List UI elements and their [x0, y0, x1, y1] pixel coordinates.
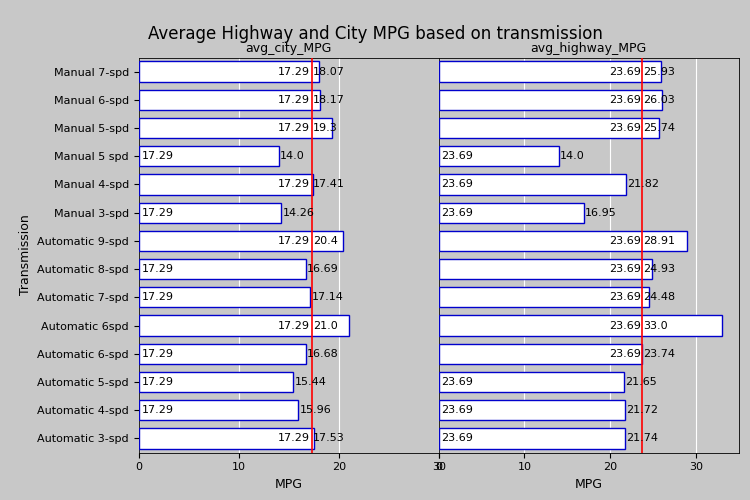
Text: 16.95: 16.95 — [585, 208, 617, 218]
Text: 33.0: 33.0 — [643, 320, 668, 330]
Bar — [439, 230, 686, 251]
Text: 23.69: 23.69 — [609, 349, 640, 359]
Text: 26.03: 26.03 — [643, 95, 675, 105]
Bar — [139, 202, 281, 223]
Text: Average Highway and City MPG based on transmission: Average Highway and City MPG based on tr… — [148, 25, 602, 43]
Text: 16.68: 16.68 — [307, 349, 339, 359]
Text: 15.96: 15.96 — [300, 405, 332, 415]
Bar — [139, 259, 306, 280]
Bar — [139, 428, 314, 448]
Text: 21.72: 21.72 — [626, 405, 658, 415]
Bar — [439, 259, 652, 280]
Text: 14.0: 14.0 — [560, 152, 585, 162]
Text: 17.29: 17.29 — [142, 264, 174, 274]
Bar — [439, 316, 722, 336]
Bar — [139, 62, 320, 82]
Bar — [139, 118, 332, 138]
Bar — [439, 372, 624, 392]
Text: 23.69: 23.69 — [441, 405, 473, 415]
Text: 17.29: 17.29 — [142, 152, 174, 162]
Text: 17.53: 17.53 — [314, 434, 345, 444]
Bar — [139, 344, 305, 364]
Text: 18.17: 18.17 — [314, 95, 345, 105]
Bar — [139, 90, 320, 110]
X-axis label: MPG: MPG — [274, 478, 303, 491]
Bar — [439, 428, 625, 448]
Bar — [439, 146, 559, 167]
Bar — [439, 174, 626, 195]
Text: 14.0: 14.0 — [280, 152, 305, 162]
Text: 21.82: 21.82 — [627, 180, 659, 190]
Text: 23.69: 23.69 — [609, 236, 640, 246]
Bar — [139, 230, 343, 251]
Text: 21.74: 21.74 — [626, 434, 658, 444]
Text: 23.69: 23.69 — [609, 320, 640, 330]
Y-axis label: Transmission: Transmission — [19, 214, 32, 296]
Text: 19.3: 19.3 — [314, 123, 338, 133]
Bar — [439, 62, 661, 82]
Text: 18.07: 18.07 — [314, 66, 345, 76]
Bar — [139, 400, 298, 420]
Text: 15.44: 15.44 — [295, 377, 326, 387]
Text: 23.69: 23.69 — [441, 152, 473, 162]
Title: avg_city_MPG: avg_city_MPG — [245, 42, 332, 55]
Text: 23.69: 23.69 — [441, 208, 473, 218]
Text: 17.14: 17.14 — [312, 292, 344, 302]
Text: 17.29: 17.29 — [278, 434, 310, 444]
Bar — [439, 400, 625, 420]
Text: 23.69: 23.69 — [441, 180, 473, 190]
Text: 17.29: 17.29 — [278, 236, 310, 246]
Text: 17.29: 17.29 — [142, 405, 174, 415]
Title: avg_highway_MPG: avg_highway_MPG — [531, 42, 646, 55]
Text: 23.74: 23.74 — [643, 349, 675, 359]
Bar — [439, 118, 659, 138]
Text: 17.29: 17.29 — [278, 123, 310, 133]
Bar — [139, 174, 313, 195]
Text: 23.69: 23.69 — [609, 264, 640, 274]
Text: 23.69: 23.69 — [609, 66, 640, 76]
Text: 17.29: 17.29 — [142, 292, 174, 302]
X-axis label: MPG: MPG — [574, 478, 603, 491]
Text: 24.93: 24.93 — [643, 264, 675, 274]
Text: 16.69: 16.69 — [308, 264, 339, 274]
Text: 23.69: 23.69 — [441, 377, 473, 387]
Text: 17.29: 17.29 — [142, 377, 174, 387]
Text: 17.29: 17.29 — [142, 349, 174, 359]
Text: 17.29: 17.29 — [278, 66, 310, 76]
Text: 21.0: 21.0 — [314, 320, 338, 330]
Bar — [439, 90, 662, 110]
Text: 14.26: 14.26 — [283, 208, 315, 218]
Bar — [139, 316, 349, 336]
Text: 25.74: 25.74 — [643, 123, 675, 133]
Text: 17.29: 17.29 — [142, 208, 174, 218]
Text: 23.69: 23.69 — [609, 95, 640, 105]
Bar — [439, 202, 584, 223]
Text: 23.69: 23.69 — [609, 123, 640, 133]
Bar — [439, 344, 642, 364]
Bar — [139, 287, 310, 308]
Text: 23.69: 23.69 — [609, 292, 640, 302]
Text: 25.93: 25.93 — [643, 66, 675, 76]
Text: 17.41: 17.41 — [314, 180, 345, 190]
Text: 24.48: 24.48 — [643, 292, 675, 302]
Text: 17.29: 17.29 — [278, 320, 310, 330]
Bar — [139, 146, 279, 167]
Text: 17.29: 17.29 — [278, 95, 310, 105]
Text: 23.69: 23.69 — [441, 434, 473, 444]
Text: 21.65: 21.65 — [626, 377, 657, 387]
Text: 17.29: 17.29 — [278, 180, 310, 190]
Text: 28.91: 28.91 — [643, 236, 675, 246]
Bar — [139, 372, 293, 392]
Text: 20.4: 20.4 — [314, 236, 338, 246]
Bar — [439, 287, 649, 308]
